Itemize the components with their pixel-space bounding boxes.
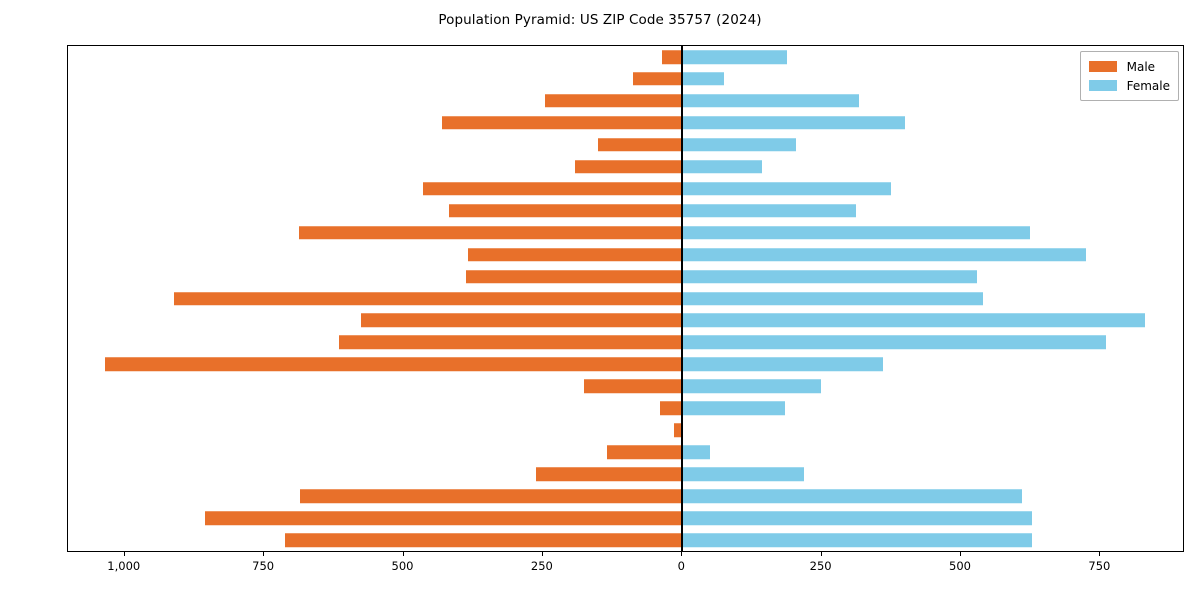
bar-male[interactable] bbox=[299, 489, 682, 503]
bar-female[interactable] bbox=[681, 445, 710, 459]
bar-female[interactable] bbox=[681, 94, 860, 108]
bar-male[interactable] bbox=[674, 423, 682, 438]
bar-female[interactable] bbox=[681, 489, 1022, 503]
legend-item[interactable]: Male bbox=[1088, 57, 1170, 76]
bar-female[interactable] bbox=[681, 160, 762, 174]
bar-male[interactable] bbox=[659, 401, 682, 416]
bar-male[interactable] bbox=[441, 116, 682, 130]
bar-male[interactable] bbox=[661, 50, 682, 64]
x-axis-tick-label: 750 bbox=[1088, 559, 1111, 573]
bar-row bbox=[68, 485, 1183, 507]
bar-row bbox=[68, 266, 1183, 288]
bar-row bbox=[68, 353, 1183, 375]
bar-row bbox=[68, 68, 1183, 90]
bar-female[interactable] bbox=[681, 401, 785, 416]
bar-row bbox=[68, 134, 1183, 156]
bar-female[interactable] bbox=[681, 511, 1033, 525]
bar-female[interactable] bbox=[681, 225, 1031, 240]
bar-male[interactable] bbox=[173, 291, 682, 306]
x-axis-tick-label: 500 bbox=[949, 559, 971, 573]
bar-row bbox=[68, 288, 1183, 310]
bar-row bbox=[68, 200, 1183, 222]
x-axis-tick bbox=[960, 552, 961, 556]
bar-row bbox=[68, 156, 1183, 178]
bar-row bbox=[68, 419, 1183, 441]
x-axis-tick-label: 0 bbox=[677, 559, 685, 573]
bar-female[interactable] bbox=[681, 379, 822, 394]
bar-female[interactable] bbox=[681, 533, 1033, 547]
legend-item[interactable]: Female bbox=[1088, 76, 1170, 95]
x-axis-tick-label: 250 bbox=[809, 559, 832, 573]
bar-male[interactable] bbox=[633, 72, 682, 86]
x-axis-tick bbox=[681, 552, 683, 556]
plot-inner bbox=[68, 46, 1183, 551]
bar-row bbox=[68, 529, 1183, 551]
x-axis-tick bbox=[820, 552, 822, 556]
bar-row bbox=[68, 507, 1183, 529]
bar-female[interactable] bbox=[681, 467, 804, 481]
bar-row bbox=[68, 222, 1183, 244]
bar-row bbox=[68, 331, 1183, 353]
x-axis-tick-label: 250 bbox=[530, 559, 553, 573]
legend-item-label: Male bbox=[1126, 59, 1156, 74]
bar-male[interactable] bbox=[204, 511, 682, 525]
bar-row bbox=[68, 375, 1183, 397]
x-axis-tick-label: 1,000 bbox=[107, 559, 141, 573]
x-axis-tick-label: 750 bbox=[252, 559, 275, 573]
bar-male[interactable] bbox=[448, 203, 682, 218]
bar-row bbox=[68, 112, 1183, 134]
chart-legend: Male Female bbox=[1079, 51, 1179, 101]
bar-female[interactable] bbox=[681, 116, 906, 130]
bar-male[interactable] bbox=[544, 94, 682, 108]
bar-female[interactable] bbox=[681, 203, 857, 218]
x-axis-tick bbox=[263, 552, 265, 556]
legend-color-swatch bbox=[1088, 61, 1117, 72]
bar-female[interactable] bbox=[681, 335, 1106, 350]
bar-male[interactable] bbox=[535, 467, 682, 481]
bar-row bbox=[68, 178, 1183, 200]
bar-row bbox=[68, 90, 1183, 112]
legend-item-label: Female bbox=[1126, 78, 1170, 93]
bar-female[interactable] bbox=[681, 269, 978, 284]
x-axis-tick bbox=[402, 552, 404, 556]
legend-color-swatch bbox=[1088, 80, 1117, 91]
x-axis-tick bbox=[541, 552, 543, 556]
bar-female[interactable] bbox=[681, 50, 788, 64]
bar-male[interactable] bbox=[583, 379, 682, 394]
page-title: Population Pyramid: US ZIP Code 35757 (2… bbox=[438, 12, 762, 28]
bar-female[interactable] bbox=[681, 291, 983, 306]
x-axis-tick bbox=[123, 552, 125, 556]
bar-female[interactable] bbox=[681, 313, 1146, 328]
bar-male[interactable] bbox=[574, 160, 682, 174]
bar-male[interactable] bbox=[105, 357, 682, 372]
bar-male[interactable] bbox=[598, 138, 682, 152]
bar-row bbox=[68, 46, 1183, 68]
bar-row bbox=[68, 397, 1183, 419]
bar-female[interactable] bbox=[681, 182, 891, 196]
bar-female[interactable] bbox=[681, 357, 883, 372]
bar-male[interactable] bbox=[284, 533, 682, 547]
bar-female[interactable] bbox=[681, 72, 725, 86]
bar-male[interactable] bbox=[360, 313, 682, 328]
bar-row bbox=[68, 244, 1183, 266]
bar-female[interactable] bbox=[681, 247, 1086, 262]
x-axis-tick bbox=[1099, 552, 1101, 556]
bar-male[interactable] bbox=[606, 445, 682, 459]
bar-female[interactable] bbox=[681, 138, 796, 152]
bar-male[interactable] bbox=[298, 225, 682, 240]
bar-row bbox=[68, 441, 1183, 463]
bar-row bbox=[68, 463, 1183, 485]
bar-row bbox=[68, 309, 1183, 331]
bar-male[interactable] bbox=[338, 335, 682, 350]
bar-male[interactable] bbox=[423, 182, 682, 196]
bar-male[interactable] bbox=[466, 269, 682, 284]
bar-male[interactable] bbox=[468, 247, 682, 262]
x-axis-tick-label: 500 bbox=[391, 559, 414, 573]
zero-reference-line bbox=[681, 46, 683, 551]
